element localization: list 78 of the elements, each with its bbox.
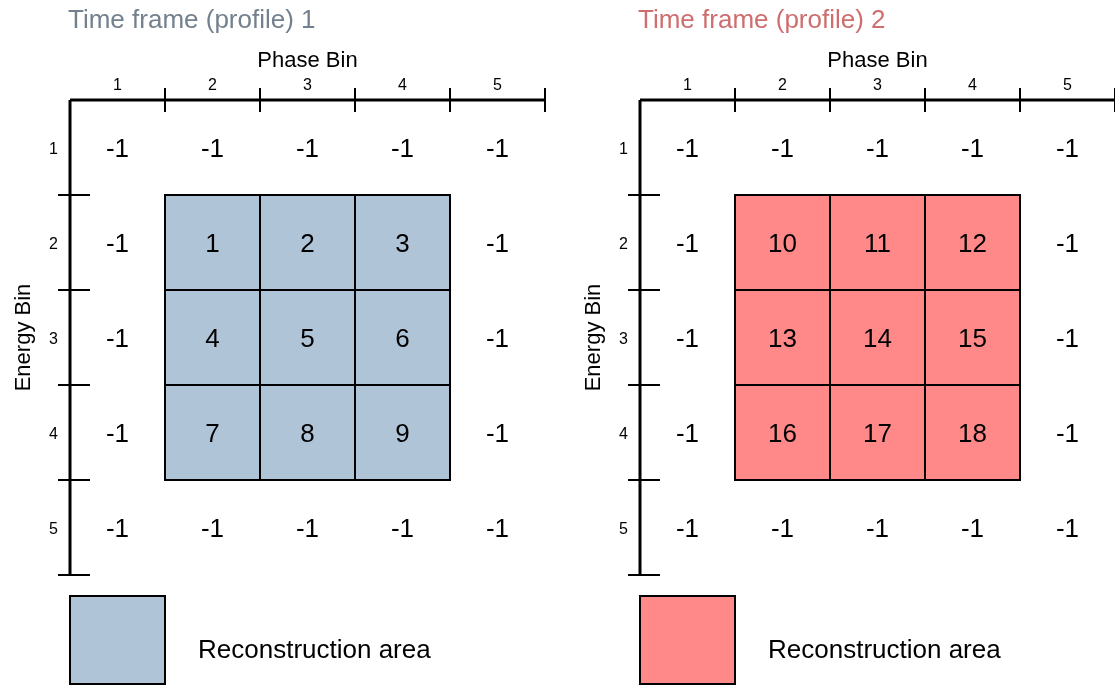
data-label: -1	[865, 132, 890, 163]
x-tick-label: 5	[1063, 76, 1073, 93]
x-axis-title: Phase Bin	[257, 47, 358, 72]
x-tick-label: 3	[303, 76, 313, 93]
x-tick-label: 1	[683, 76, 693, 93]
data-label: -1	[485, 512, 510, 543]
x-tick-label: 5	[493, 76, 503, 93]
data-label: -1	[1055, 227, 1080, 258]
y-tick-label: 2	[49, 234, 59, 252]
x-tick-label: 3	[873, 76, 883, 93]
data-label: -1	[1055, 512, 1080, 543]
data-label: -1	[105, 132, 130, 163]
chart-title: Time frame (profile) 2	[638, 4, 886, 34]
data-label: -1	[675, 417, 700, 448]
data-label: 8	[300, 417, 315, 448]
data-label: -1	[1055, 417, 1080, 448]
data-label: 16	[768, 417, 797, 448]
y-tick-label: 1	[619, 139, 629, 157]
data-label: -1	[485, 227, 510, 258]
y-tick-label: 3	[619, 329, 629, 347]
data-label: 12	[958, 227, 987, 258]
data-label: 3	[395, 227, 410, 258]
data-label: -1	[105, 227, 130, 258]
data-label: 9	[395, 417, 410, 448]
data-label: -1	[865, 512, 890, 543]
x-tick-label: 1	[113, 76, 123, 93]
data-label: 2	[300, 227, 315, 258]
data-label: -1	[960, 512, 985, 543]
data-label: 14	[863, 322, 892, 353]
y-axis-title: Energy Bin	[580, 283, 605, 392]
data-label: -1	[1055, 322, 1080, 353]
data-label: -1	[485, 132, 510, 163]
y-tick-label: 3	[49, 329, 59, 347]
data-label: 15	[958, 322, 987, 353]
data-label: 4	[205, 322, 220, 353]
data-label: -1	[105, 322, 130, 353]
y-tick-label: 5	[49, 519, 59, 537]
data-label: -1	[485, 322, 510, 353]
x-tick-label: 2	[208, 76, 218, 93]
data-label: 17	[863, 417, 892, 448]
data-label: 7	[205, 417, 220, 448]
data-label: 5	[300, 322, 315, 353]
data-label: -1	[960, 132, 985, 163]
x-axis-title: Phase Bin	[827, 47, 928, 72]
y-tick-label: 4	[619, 424, 629, 442]
data-label: -1	[770, 512, 795, 543]
data-label: 11	[864, 227, 891, 258]
x-tick-label: 4	[398, 76, 408, 93]
data-label: 13	[768, 322, 797, 353]
data-label: -1	[295, 132, 320, 163]
data-label: -1	[200, 132, 225, 163]
text: Reconstruction area	[198, 634, 432, 664]
y-tick-label: 4	[49, 424, 59, 442]
data-label: 18	[958, 417, 987, 448]
data-label: -1	[105, 417, 130, 448]
text: Reconstruction area	[768, 634, 1002, 664]
data-label: -1	[675, 227, 700, 258]
data-label: -1	[675, 512, 700, 543]
data-label: -1	[675, 322, 700, 353]
x-tick-label: 4	[968, 76, 978, 93]
y-tick-label: 2	[619, 234, 629, 252]
y-tick-label: 1	[49, 139, 59, 157]
data-label: -1	[390, 132, 415, 163]
data-label: 1	[205, 227, 220, 258]
y-axis-title: Energy Bin	[10, 283, 35, 392]
data-label: 6	[395, 322, 410, 353]
data-label: 10	[768, 227, 797, 258]
data-label: -1	[200, 512, 225, 543]
data-label: -1	[770, 132, 795, 163]
x-tick-label: 2	[778, 76, 788, 93]
data-label: -1	[295, 512, 320, 543]
y-tick-label: 5	[619, 519, 629, 537]
data-label: -1	[105, 512, 130, 543]
data-label: -1	[390, 512, 415, 543]
data-label: -1	[485, 417, 510, 448]
chart-title: Time frame (profile) 1	[68, 4, 316, 34]
data-label: -1	[1055, 132, 1080, 163]
data-label: -1	[675, 132, 700, 163]
